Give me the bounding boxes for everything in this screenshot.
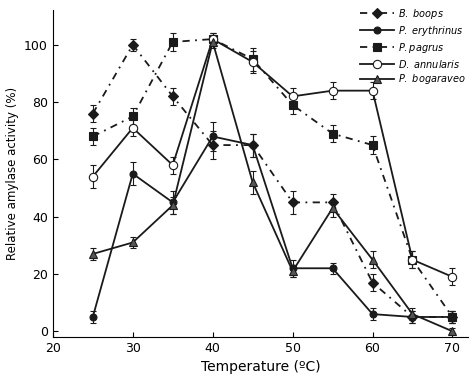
Y-axis label: Relative amylase activity (%): Relative amylase activity (%): [6, 87, 18, 260]
Legend: $\it{B.}$ $\it{boops}$, $\it{P.}$ $\it{erythrinus}$, $\it{P.pagrus}$, $\it{D.}$ : $\it{B.}$ $\it{boops}$, $\it{P.}$ $\it{e…: [358, 5, 467, 89]
X-axis label: Temperature (ºC): Temperature (ºC): [201, 361, 320, 374]
